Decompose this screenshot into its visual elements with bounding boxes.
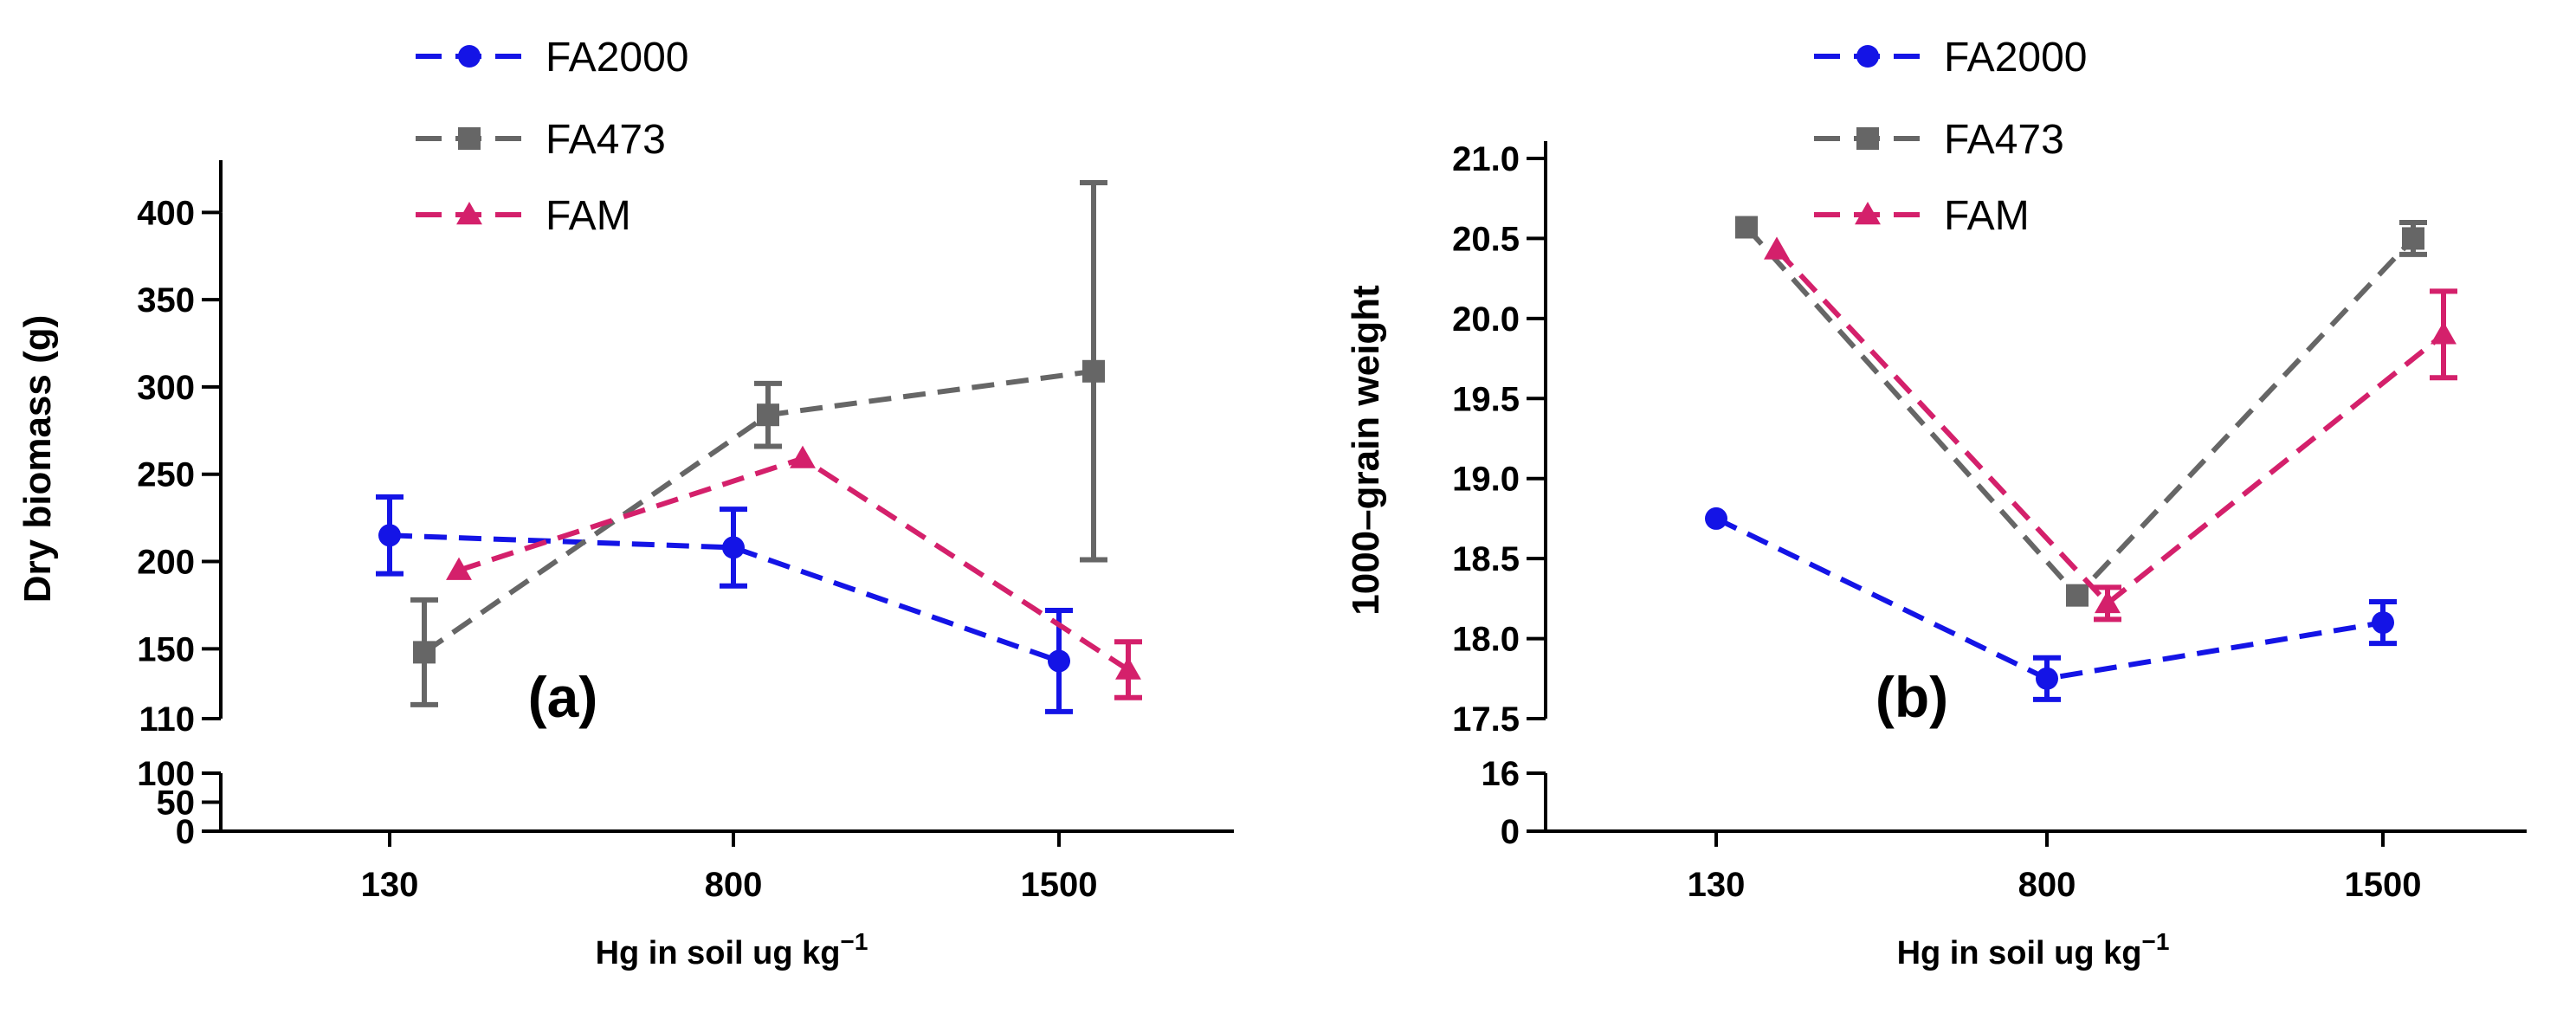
y-tick-label-lower: 50 [157,784,196,823]
y-tick-label-upper: 21.0 [1452,140,1520,178]
y-axis-title: Dry biomass (g) [16,315,59,603]
data-point [1764,236,1790,260]
series-line [1744,225,2416,600]
legend-label: FAM [1944,193,2030,239]
y-tick-label-upper: 20.5 [1452,220,1520,258]
data-point [2036,667,2058,690]
y-tick-label-upper: 300 [137,369,195,407]
data-point [413,641,436,664]
series-line [458,455,1130,673]
series-fa473 [410,180,1107,707]
legend: FA2000 FA473 FAM [416,35,688,239]
x-tick-label: 130 [1688,866,1746,904]
data-point [2372,611,2394,635]
y-tick-label-lower: 100 [137,755,195,793]
legend-label: FA473 [1944,117,2064,163]
data-point [2095,590,2121,614]
legend-label: FA473 [546,117,666,163]
x-tick-label: 1500 [2345,866,2422,904]
y-tick-label-upper: 18.5 [1452,540,1520,578]
x-tick-label: 800 [2018,866,2076,904]
y-axis-title: 1000–grain weight [1345,285,1387,616]
x-tick-label: 1500 [1021,866,1098,904]
data-point [378,524,401,547]
data-point [757,403,779,427]
panel-label: (a) [528,665,598,729]
legend-label: FA2000 [546,35,688,81]
data-point [1735,216,1758,239]
data-point [722,536,745,559]
series-line [389,532,1060,664]
series-fa2000 [376,494,1073,714]
y-tick-label-upper: 19.5 [1452,380,1520,418]
data-point [2402,227,2424,250]
data-point [1082,359,1105,383]
data-point [446,557,472,580]
panel-label: (b) [1876,665,1948,729]
chart-panel-2: 17.5 18.0 18.5 19.0 19.5 20.0 20.5 21.0 0 16 130 80… [1345,35,2527,971]
data-point [1115,656,1141,680]
x-axis-title-superscript: −1 [2141,928,2169,955]
data-point [2066,584,2089,607]
x-tick-label: 800 [705,866,763,904]
legend-marker [1855,202,1881,225]
legend-marker [456,202,482,225]
series-fa2000 [1705,507,2397,702]
data-point [790,445,816,468]
legend-label: FA2000 [1944,35,2087,81]
x-tick-label: 130 [361,866,419,904]
data-point [1705,507,1727,530]
x-axis-title: Hg in soil ug kg−1 [1897,928,2170,971]
y-tick-label-upper: 20.0 [1452,300,1520,339]
data-point [1048,649,1070,673]
y-tick-label-lower: 16 [1482,755,1520,793]
x-axis-title-main: Hg in soil ug kg [596,935,841,971]
x-axis-title: Hg in soil ug kg−1 [596,928,868,971]
y-tick-label-upper: 250 [137,456,195,494]
y-tick-label-lower: 0 [1501,813,1520,851]
legend: FA2000 FA473 FAM [1814,35,2087,239]
y-tick-label-upper: 17.5 [1452,700,1520,739]
y-tick-label-upper: 18.0 [1452,621,1520,659]
legend-marker [1856,127,1879,150]
x-axis-title-superscript: −1 [840,928,868,955]
y-tick-label-upper: 150 [137,630,195,668]
y-tick-label-upper: 350 [137,281,195,319]
x-axis-title-main: Hg in soil ug kg [1897,935,2142,971]
legend-marker [1856,45,1879,68]
legend-label: FAM [546,193,631,239]
series-fam [1764,236,2457,623]
y-tick-label-upper: 200 [137,544,195,582]
y-tick-label-lower: 0 [176,813,195,851]
legend-marker [458,127,481,150]
y-tick-label-upper: 110 [139,700,195,739]
y-tick-label-upper: 400 [137,194,195,232]
data-point [2431,321,2457,345]
series-line [1774,248,2445,607]
legend-marker [458,45,481,68]
series-fam [446,445,1142,700]
series-fa473 [1735,216,2427,607]
y-tick-label-upper: 19.0 [1452,461,1520,499]
